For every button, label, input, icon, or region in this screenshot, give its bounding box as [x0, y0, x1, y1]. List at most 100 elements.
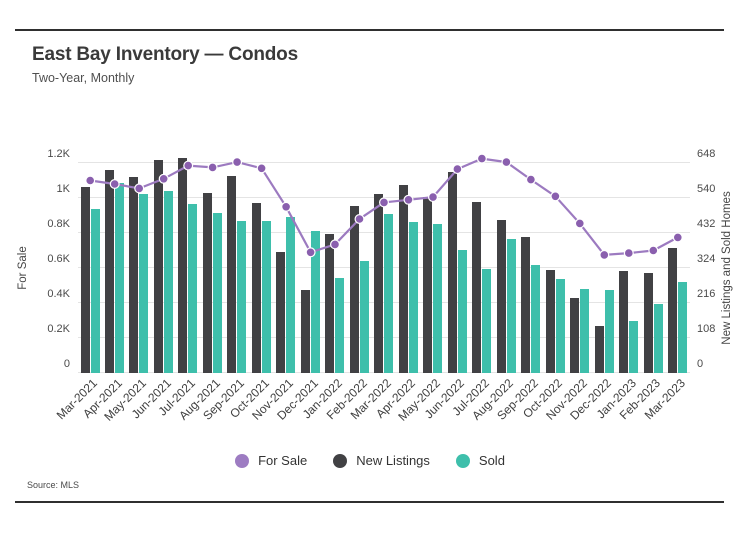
y-tick-label-left: 0.4K	[47, 288, 70, 300]
bar-new-listings	[398, 185, 408, 373]
bar-new-listings	[129, 176, 139, 373]
for-sale-point	[550, 191, 561, 202]
for-sale-point	[85, 175, 96, 186]
bar-sold	[237, 221, 247, 373]
bar-new-listings	[227, 176, 237, 373]
for-sale-point	[207, 162, 218, 173]
for-sale-point	[452, 164, 463, 175]
bar-sold	[212, 212, 222, 373]
bar-sold	[653, 303, 663, 373]
for-sale-point	[574, 218, 585, 229]
for-sale-point	[158, 173, 169, 184]
top-rule	[15, 29, 724, 31]
bar-sold	[90, 209, 100, 373]
bar-sold	[629, 320, 639, 373]
gridline	[78, 267, 690, 268]
chart-title: East Bay Inventory — Condos	[32, 44, 298, 65]
bar-new-listings	[594, 325, 604, 373]
legend-item-for-sale: For Sale	[235, 453, 307, 468]
y-tick-label-right: 0	[697, 358, 704, 370]
bar-sold	[531, 264, 541, 373]
bar-new-listings	[374, 194, 384, 373]
bar-sold	[506, 238, 516, 373]
bar-sold	[188, 204, 198, 373]
sold-swatch-icon	[455, 453, 470, 468]
for-sale-point	[134, 183, 145, 194]
for-sale-point	[672, 232, 683, 243]
y-tick-label-right: 648	[697, 148, 716, 160]
bar-sold	[408, 222, 418, 373]
bar-sold	[335, 278, 345, 373]
y-tick-label-right: 324	[697, 253, 716, 265]
for-sale-point	[428, 192, 439, 203]
for-sale-point	[476, 153, 487, 164]
bar-new-listings	[423, 197, 433, 373]
for-sale-point	[648, 245, 659, 256]
left-axis-title: For Sale	[17, 246, 29, 290]
gridline	[78, 302, 690, 303]
bar-sold	[310, 230, 320, 373]
for-sale-point	[599, 249, 610, 260]
legend-label-sold: Sold	[478, 453, 505, 468]
bar-sold	[384, 213, 394, 373]
bar-new-listings	[643, 272, 653, 373]
bar-new-listings	[276, 252, 286, 373]
for-sale-point	[305, 247, 316, 258]
bar-sold	[604, 290, 614, 373]
bar-new-listings	[202, 193, 212, 373]
bottom-rule	[15, 501, 724, 503]
gridline	[78, 162, 690, 163]
bar-new-listings	[80, 186, 90, 373]
bar-new-listings	[570, 297, 580, 373]
bar-sold	[482, 268, 492, 373]
legend-label-for-sale: For Sale	[258, 453, 308, 468]
bar-new-listings	[496, 220, 506, 373]
for-sale-point	[183, 160, 194, 171]
y-tick-label-left: 0.2K	[47, 323, 70, 335]
gridline	[78, 337, 690, 338]
bar-new-listings	[447, 172, 457, 373]
for-sale-point	[109, 179, 120, 190]
bar-sold	[678, 282, 688, 373]
bar-sold	[580, 288, 590, 373]
for-sale-swatch-icon	[235, 453, 250, 468]
for-sale-point	[256, 163, 267, 174]
bar-new-listings	[153, 159, 163, 373]
y-tick-label-right: 540	[697, 183, 716, 195]
y-tick-label-left: 1.2K	[47, 148, 70, 160]
y-tick-label-right: 108	[697, 323, 716, 335]
for-sale-point	[501, 157, 512, 168]
bar-new-listings	[178, 158, 188, 373]
y-tick-label-left: 0.8K	[47, 218, 70, 230]
bar-new-listings	[545, 270, 555, 373]
bar-new-listings	[619, 271, 629, 373]
bar-new-listings	[300, 289, 310, 373]
bar-sold	[163, 191, 173, 373]
for-sale-point	[354, 213, 365, 224]
y-tick-label-right: 432	[697, 218, 716, 230]
for-sale-point	[232, 157, 243, 168]
for-sale-point	[525, 174, 536, 185]
plot-area	[78, 150, 690, 373]
for-sale-point	[379, 197, 390, 208]
y-tick-label-right: 216	[697, 288, 716, 300]
y-tick-label-left: 0	[63, 358, 70, 370]
bar-sold	[286, 217, 296, 373]
legend-label-new-listings: New Listings	[356, 453, 430, 468]
bar-new-listings	[521, 236, 531, 373]
gridline	[78, 372, 690, 373]
bar-new-listings	[668, 247, 678, 373]
bar-sold	[457, 249, 467, 373]
for-sale-line-series	[85, 153, 683, 260]
for-sale-point	[623, 248, 634, 259]
bar-new-listings	[325, 233, 335, 373]
for-sale-point	[330, 239, 341, 250]
legend: For Sale New Listings Sold	[0, 453, 740, 468]
legend-item-sold: Sold	[455, 453, 505, 468]
bar-new-listings	[472, 202, 482, 373]
chart-subtitle: Two-Year, Monthly	[32, 71, 135, 85]
bar-sold	[555, 278, 565, 373]
for-sale-point	[281, 201, 292, 212]
for-sale-point	[403, 194, 414, 205]
